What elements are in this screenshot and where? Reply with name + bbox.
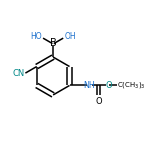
Text: CN: CN — [12, 69, 25, 78]
Text: NH: NH — [83, 81, 95, 90]
Text: HO: HO — [30, 32, 42, 41]
Text: OH: OH — [65, 32, 76, 41]
Text: O: O — [95, 97, 102, 106]
Text: C(CH$_3$)$_3$: C(CH$_3$)$_3$ — [117, 80, 146, 90]
Text: O: O — [106, 81, 113, 90]
Text: B: B — [50, 38, 57, 48]
